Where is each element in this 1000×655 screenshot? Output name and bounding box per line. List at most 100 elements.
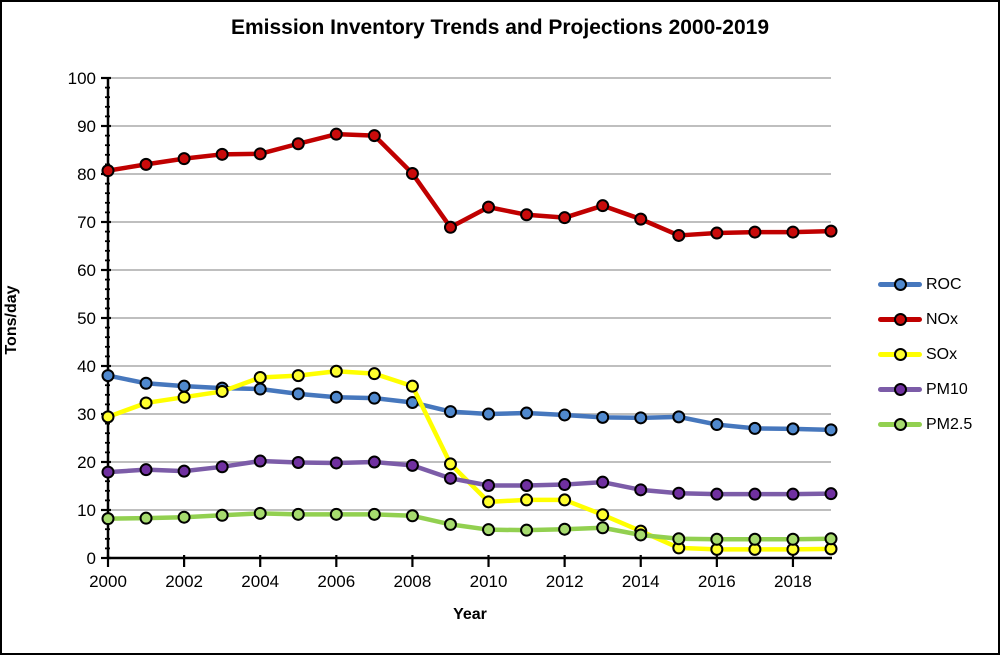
data-point-pm10 [291,455,305,469]
data-point-roc [443,405,457,419]
x-tick-label: 2004 [241,572,279,591]
data-point-sox [329,364,343,378]
y-tick-label: 80 [77,165,96,184]
data-point-nox [215,147,229,161]
data-point-pm10 [177,464,191,478]
series-line-nox [105,131,834,238]
legend-item-sox: SOx [878,337,972,372]
y-axis-title: Tons/day [3,285,20,355]
data-point-pm10 [824,487,838,501]
data-point-nox [139,157,153,171]
x-tick-label: 2018 [774,572,812,591]
data-point-pm10 [405,458,419,472]
data-point-pm10 [482,479,496,493]
legend-line-sample [878,313,922,326]
data-point-pm2.5 [443,517,457,531]
legend-item-nox: NOx [878,302,972,337]
data-point-pm10 [139,463,153,477]
x-tick-label: 2006 [317,572,355,591]
y-tick-label: 30 [77,405,96,424]
legend-label: ROC [926,275,962,293]
x-tick-label: 2014 [622,572,660,591]
data-point-nox [558,211,572,225]
data-point-roc [177,379,191,393]
data-point-roc [824,423,838,437]
data-point-sox [443,457,457,471]
data-point-pm2.5 [596,521,610,535]
series-line-sox [105,369,834,552]
circle-marker-icon [893,313,907,326]
data-point-pm2.5 [177,510,191,524]
data-point-pm10 [329,456,343,470]
data-point-pm2.5 [824,532,838,546]
data-point-pm10 [748,487,762,501]
data-point-pm10 [367,455,381,469]
data-point-roc [367,391,381,405]
data-point-pm10 [634,483,648,497]
y-tick-label: 100 [68,69,96,88]
legend-label: SOx [926,345,958,363]
data-point-nox [101,164,115,178]
y-tick-label: 70 [77,213,96,232]
legend-item-roc: ROC [878,267,972,302]
data-point-nox [253,147,267,161]
legend-label: PM10 [926,380,968,398]
data-point-pm2.5 [520,523,534,537]
data-point-nox [596,199,610,213]
data-point-nox [177,152,191,166]
data-point-pm2.5 [329,507,343,521]
data-point-nox [443,220,457,234]
data-point-sox [482,495,496,509]
data-point-roc [786,422,800,436]
data-point-pm10 [253,454,267,468]
data-point-roc [710,418,724,432]
circle-marker-icon [893,418,907,431]
data-point-pm10 [596,475,610,489]
x-tick-label: 2016 [698,572,736,591]
data-point-nox [748,225,762,239]
data-point-sox [405,379,419,393]
legend-line-sample [878,383,922,396]
y-tick-label: 10 [77,501,96,520]
y-tick-label: 0 [87,549,96,568]
data-point-roc [329,390,343,404]
legend-line-sample [878,278,922,291]
data-point-sox [139,396,153,410]
x-axis-title: Year [453,606,487,623]
x-tick-label: 2010 [470,572,508,591]
y-tick-label: 50 [77,309,96,328]
data-point-roc [101,369,115,383]
data-point-pm2.5 [139,511,153,525]
data-point-pm2.5 [786,532,800,546]
data-point-roc [596,410,610,424]
data-point-roc [139,376,153,390]
legend-label: PM2.5 [926,415,973,433]
data-point-roc [558,408,572,422]
data-point-sox [520,493,534,507]
data-point-pm10 [443,471,457,485]
data-point-pm10 [672,486,686,500]
data-point-pm2.5 [672,532,686,546]
data-point-pm2.5 [482,523,496,537]
data-point-sox [558,493,572,507]
data-point-pm2.5 [405,509,419,523]
x-tick-label: 2000 [89,572,127,591]
data-point-pm2.5 [748,532,762,546]
y-tick-label: 90 [77,117,96,136]
data-point-nox [710,226,724,240]
data-point-sox [291,369,305,383]
x-tick-label: 2012 [546,572,584,591]
legend-item-pm25: PM2.5 [878,407,972,442]
data-point-nox [482,200,496,214]
data-point-pm10 [520,479,534,493]
data-point-pm10 [710,487,724,501]
data-point-roc [291,387,305,401]
data-point-pm2.5 [634,528,648,542]
data-point-roc [520,406,534,420]
y-tick-label: 40 [77,357,96,376]
data-point-nox [520,208,534,222]
data-point-pm2.5 [367,507,381,521]
y-tick-label: 20 [77,453,96,472]
